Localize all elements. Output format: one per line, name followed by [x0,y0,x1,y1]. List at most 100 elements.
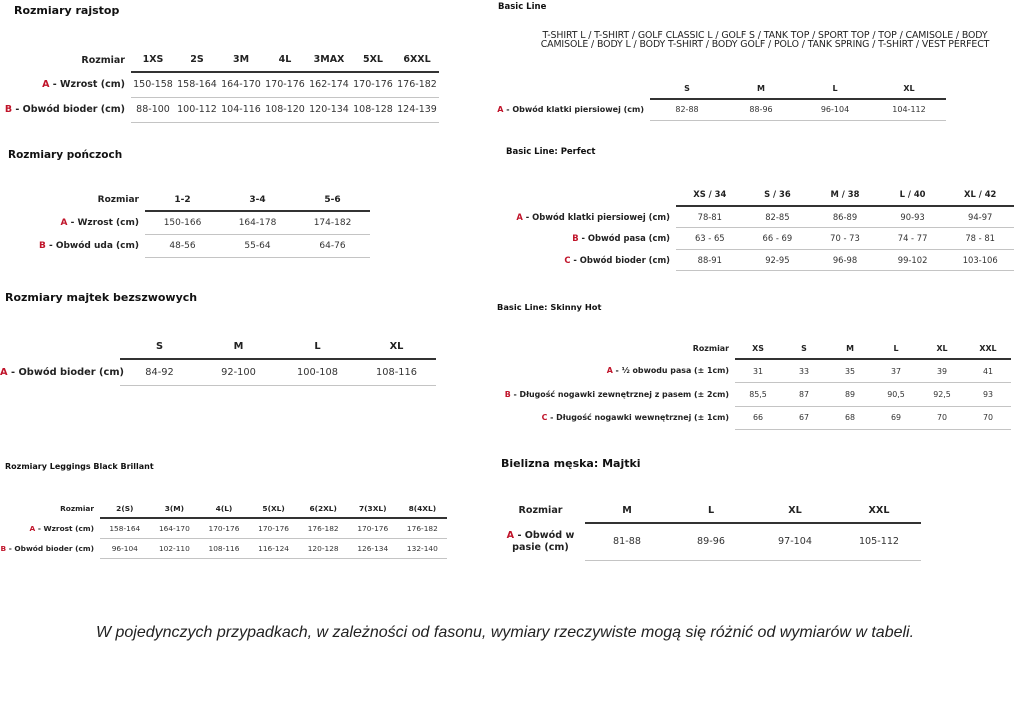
size-value: 92,5 [919,382,965,407]
size-column-header: 3-4 [220,189,295,212]
size-value: 31 [735,359,781,383]
size-value: 94-97 [946,206,1014,228]
size-column-header: L [278,335,357,360]
size-column-header: S [650,78,724,100]
size-value: 33 [781,359,827,383]
size-value: 162-174 [307,72,351,98]
header-label: Rozmiar [518,505,563,516]
size-value: 82-85 [743,206,812,228]
table-row: A - ½ obwodu pasa (± 1cm) 31 33 35 37 39 41 [495,359,1011,383]
table-header-row: Rozmiar 1-2 3-4 5-6 [0,189,370,212]
header-label: Rozmiar [60,504,94,513]
size-value: 96-98 [811,249,879,271]
measurement-name: - Wzrost (cm) [49,79,125,90]
table-header-row: S M L XL [0,335,436,360]
size-value: 170-176 [347,518,398,539]
size-value: 96-104 [798,99,872,121]
size-value: 176-182 [298,518,348,539]
measurement-label: B - Długość nogawki zewnętrznej z pasem … [495,383,735,407]
size-value: 170-176 [199,518,249,539]
size-value: 78 - 81 [946,227,1014,250]
size-column-header: S [120,335,199,360]
measurement-name: - Obwód bioder (cm) [12,104,125,115]
rajstop-size-table: Rozmiar 1XS 2S 3M 4L 3MAX 5XL 6XXL A - Wzrost (c… [0,48,439,123]
size-column-header: 3(M) [149,499,200,519]
size-value: 85,5 [735,382,781,407]
table-row: B - Obwód bioder (cm) 96-104 102-110 108-11… [0,538,448,559]
size-value: 170-176 [263,72,307,98]
measurement-letter: A [516,211,523,222]
size-value: 78-81 [676,206,744,228]
size-value: 93 [965,382,1011,407]
measurement-letter: B [0,543,7,553]
measurement-name: - Obwód klatki piersiowej (cm) [522,211,670,222]
table-header-row: Rozmiar XS S M L XL XXL [495,338,1011,360]
size-value: 150-158 [131,72,175,98]
size-value: 41 [965,359,1011,383]
size-value: 103-106 [946,249,1014,271]
measurement-label: A - Obwód bioder (cm) [0,359,124,385]
measurement-name: - Długość nogawki wewnętrznej (± 1cm) [547,413,729,423]
size-value: 102-110 [149,538,200,559]
size-column-header: 6(2XL) [298,499,348,519]
majtki-size-table: Rozmiar M L XL XXL A - Obwód w pasie (cm) 81-8… [500,499,921,561]
size-column-header: M [724,78,798,100]
size-value: 48-56 [145,234,220,258]
measurement-letter: B [38,240,46,251]
measurement-letter: A [60,217,68,228]
measurement-letter: A [29,523,36,533]
size-value: 120-134 [307,97,351,123]
ponczoch-size-table: Rozmiar 1-2 3-4 5-6 A - Wzrost (cm) 150-166 16… [0,189,370,258]
table-row: B - Obwód pasa (cm) 63 - 65 66 - 69 70 - 73… [500,227,1014,250]
size-value: 108-128 [351,97,395,123]
table-header-row: S M L XL [495,78,946,100]
size-value: 104-112 [872,99,946,121]
measurement-label: A - Wzrost (cm) [0,72,131,97]
size-column-header: XS / 34 [676,183,744,207]
measurement-name: - Obwód bioder (cm) [570,254,670,265]
size-value: 86-89 [811,206,879,228]
size-value: 70 [965,406,1011,430]
title-ponczoch: Rozmiary pończoch [8,149,123,161]
size-column-header: XL [357,335,436,360]
size-value: 100-112 [175,97,219,123]
measurement-name: - Obwód uda (cm) [45,240,139,251]
basic-size-table: S M L XL A - Obwód klatki piersiowej (cm) 82-… [495,78,946,121]
size-column-header: XL / 42 [946,183,1014,207]
title-majtek: Rozmiary majtek bezszwowych [5,291,198,304]
size-column-header: L [798,78,872,100]
size-value: 164-170 [149,518,200,539]
measurement-name: - Obwód bioder (cm) [7,366,124,378]
size-column-header: 4(L) [199,499,249,519]
size-value: 69 [873,406,919,430]
size-value: 124-139 [395,97,439,123]
size-column-header: M / 38 [811,183,879,207]
size-column-header: XL [872,78,946,100]
size-value: 105-112 [837,523,921,561]
size-value: 39 [919,359,965,383]
size-column-header: XL [753,499,837,524]
size-value: 108-116 [199,538,249,559]
leggings-size-table: Rozmiar 2(S) 3(M) 4(L) 5(XL) 6(2XL) 7(3XL) 8(4X… [0,499,448,559]
size-value: 108-116 [357,359,436,386]
size-value: 90,5 [873,382,919,407]
measurement-letter: B [572,233,579,244]
products-line-2: CAMISOLE / BODY L / BODY T-SHIRT / BODY … [540,39,990,50]
size-value: 176-182 [395,72,439,98]
size-value: 99-102 [878,249,947,271]
size-column-header: S / 36 [743,183,812,207]
size-column-header: 6XXL [395,48,439,73]
size-value: 89 [827,382,873,407]
size-value: 64-76 [295,234,370,258]
measurement-label: C - Długość nogawki wewnętrznej (± 1cm) [495,406,735,430]
size-value: 92-100 [199,359,278,386]
measurement-name: - Obwód klatki piersiowej (cm) [503,105,644,114]
header-label: Rozmiar [692,344,729,353]
header-label: Rozmiar [81,54,125,66]
measurement-letter: A [497,105,504,114]
measurement-label: B - Obwód uda (cm) [0,234,145,257]
size-column-header: S [781,338,827,360]
size-column-header: L [873,338,919,360]
table-header-row: Rozmiar 2(S) 3(M) 4(L) 5(XL) 6(2XL) 7(3XL) 8(4X… [0,499,448,519]
title-basic-line: Basic Line [498,2,547,12]
